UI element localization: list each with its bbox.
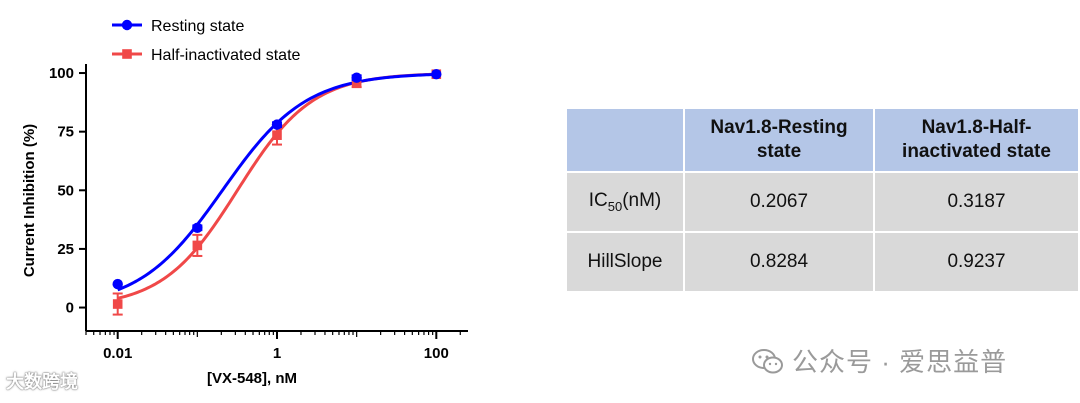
header-half-line2: inactivated state xyxy=(902,141,1051,162)
data-point-resting xyxy=(192,222,203,234)
header-resting-line1: Nav1.8-Resting xyxy=(710,117,848,138)
watermark-left: 大数跨境 xyxy=(6,368,78,394)
fit-curve-half-inactivated xyxy=(117,72,437,300)
x-tick-label: 1 xyxy=(273,345,281,362)
ic50-label-sub: 50 xyxy=(607,198,623,214)
row-label-hillslope: HillSlope xyxy=(565,231,685,293)
y-tick-label: 0 xyxy=(66,300,74,317)
watermark-left-text: 大数跨境 xyxy=(6,372,78,392)
row-label-ic50: IC50(nM) xyxy=(565,171,685,233)
cell-hill-resting: 0.8284 xyxy=(683,231,875,293)
watermark-right-text: 公众号 · 爱思益普 xyxy=(792,347,1008,377)
ic50-results-table: Nav1.8-Resting state Nav1.8-Half- inacti… xyxy=(565,107,1080,293)
data-point-half-inactivated xyxy=(112,299,123,309)
legend-marker-resting xyxy=(121,19,133,31)
data-point-resting xyxy=(431,69,442,80)
fit-curves xyxy=(117,72,437,300)
chart-legend: Resting state Half-inactivated state xyxy=(112,18,301,64)
table-header-half-inactivated: Nav1.8-Half- inactivated state xyxy=(873,107,1080,173)
header-half-line1: Nav1.8-Half- xyxy=(921,117,1032,138)
ic50-label-suffix: (nM) xyxy=(622,190,662,212)
header-resting-line2: state xyxy=(756,141,802,162)
data-point-resting xyxy=(351,72,362,83)
cell-ic50-half: 0.3187 xyxy=(873,171,1080,233)
ic50-label-main: IC xyxy=(588,190,608,212)
watermark-right: 公众号 · 爱思益普 xyxy=(752,342,1007,379)
data-point-resting xyxy=(271,119,283,130)
table-row-hillslope: HillSlope 0.8284 0.9237 xyxy=(565,231,1080,293)
fit-curve-resting xyxy=(117,72,437,292)
dose-response-chart: 0 25 50 75 100 0.01 1 100 [VX-548], nM Current In… xyxy=(21,18,468,387)
y-tick-label: 25 xyxy=(57,241,74,258)
data-points xyxy=(112,69,442,316)
table-row-ic50: IC50(nM) 0.2067 0.3187 xyxy=(565,171,1080,233)
y-tick-label: 75 xyxy=(57,124,74,141)
wechat-icon xyxy=(752,349,783,374)
legend-marker-half-inactivated xyxy=(122,49,132,59)
chart-axes: 0 25 50 75 100 0.01 1 100 [VX-548], nM Current In… xyxy=(21,64,468,387)
y-tick-label: 100 xyxy=(49,65,74,82)
data-point-half-inactivated xyxy=(192,240,203,251)
legend-label-resting: Resting state xyxy=(151,18,244,35)
y-tick-label: 50 xyxy=(57,182,74,199)
y-axis-title: Current Inhibition (%) xyxy=(21,124,38,277)
cell-hill-half: 0.9237 xyxy=(873,231,1080,293)
hillslope-label: HillSlope xyxy=(587,251,663,272)
table-header-row: Nav1.8-Resting state Nav1.8-Half- inacti… xyxy=(565,107,1080,173)
table-header-resting: Nav1.8-Resting state xyxy=(683,107,875,173)
legend-label-half-inactivated: Half-inactivated state xyxy=(151,47,301,64)
data-point-resting xyxy=(112,278,123,290)
x-axis-title: [VX-548], nM xyxy=(207,370,297,387)
x-tick-label: 0.01 xyxy=(103,345,132,362)
cell-ic50-resting: 0.2067 xyxy=(683,171,875,233)
table-header-blank xyxy=(565,107,685,173)
data-point-half-inactivated xyxy=(272,130,282,140)
x-tick-label: 100 xyxy=(424,345,449,362)
